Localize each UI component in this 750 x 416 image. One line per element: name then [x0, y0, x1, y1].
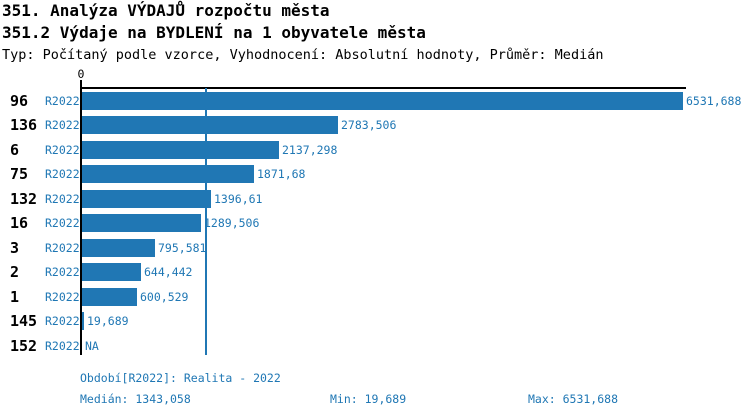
value-label: 644,442: [144, 265, 193, 280]
bar: [82, 214, 201, 233]
y-axis-line: [80, 87, 82, 355]
value-label: 1289,506: [204, 216, 260, 231]
period-label: R2022: [45, 265, 80, 280]
footer-median-label: Medián: 1343,058: [80, 392, 191, 406]
bar-row: 75 R2022 1871,68: [0, 165, 750, 184]
value-label: 600,529: [140, 289, 189, 304]
period-label: R2022: [45, 191, 80, 206]
value-label: 19,689: [87, 314, 129, 329]
category-label: 3: [10, 238, 20, 257]
category-label: 132: [10, 189, 38, 208]
bar-row: 145 R2022 19,689: [0, 312, 750, 331]
bar: [82, 189, 211, 208]
x-axis-zero-label: 0: [77, 67, 85, 81]
period-label: R2022: [45, 142, 80, 157]
x-axis-tick: [80, 80, 82, 87]
category-label: 1: [10, 287, 20, 306]
period-label: R2022: [45, 289, 80, 304]
category-label: 6: [10, 140, 20, 159]
bar-row: 152 R2022 NA: [0, 337, 750, 355]
value-label: 2783,506: [341, 118, 397, 133]
value-label: 1871,68: [257, 167, 306, 182]
bar: [82, 92, 683, 110]
bar-row: 6 R2022 2137,298: [0, 140, 750, 159]
bar: [82, 116, 338, 135]
bar-row: 2 R2022 644,442: [0, 263, 750, 282]
footer-min-label: Min: 19,689: [330, 392, 407, 406]
median-line: [205, 88, 207, 355]
bar-row: 96 R2022 6531,688: [0, 92, 750, 110]
report-title: 351. Analýza VÝDAJŮ rozpočtu města: [2, 1, 330, 20]
chart-settings-line: Typ: Počítaný podle vzorce, Vyhodnocení:…: [2, 47, 604, 63]
bar: [82, 287, 137, 306]
category-label: 2: [10, 263, 20, 282]
bar: [82, 165, 254, 184]
chart-title: 351.2 Výdaje na BYDLENÍ na 1 obyvatele m…: [2, 23, 426, 42]
footer-max-label: Max: 6531,688: [528, 392, 619, 406]
value-label: 2137,298: [282, 142, 338, 157]
bar-row: 132 R2022 1396,61: [0, 189, 750, 208]
category-label: 96: [10, 92, 29, 110]
period-label: R2022: [45, 216, 80, 231]
period-label: R2022: [45, 338, 80, 353]
period-label: R2022: [45, 94, 80, 108]
period-label: R2022: [45, 240, 80, 255]
value-label: 1396,61: [214, 191, 263, 206]
footer-period-label: Období[R2022]: Realita - 2022: [80, 371, 281, 385]
category-label: 16: [10, 214, 29, 233]
period-label: R2022: [45, 167, 80, 182]
value-label: 6531,688: [686, 94, 742, 108]
category-label: 136: [10, 116, 38, 135]
category-label: 75: [10, 165, 29, 184]
period-label: R2022: [45, 314, 80, 329]
bar: [82, 238, 155, 257]
category-label: 152: [10, 336, 38, 355]
bar: [82, 312, 84, 331]
x-axis-line: [80, 87, 686, 89]
bar-row: 136 R2022 2783,506: [0, 116, 750, 135]
value-label: 795,581: [158, 240, 207, 255]
category-label: 145: [10, 312, 38, 331]
bar-row: 1 R2022 600,529: [0, 287, 750, 306]
bar-row: 16 R2022 1289,506: [0, 214, 750, 233]
bar: [82, 140, 279, 159]
value-label: NA: [85, 338, 99, 353]
bar: [82, 263, 141, 282]
period-label: R2022: [45, 118, 80, 133]
bar-row: 3 R2022 795,581: [0, 238, 750, 257]
